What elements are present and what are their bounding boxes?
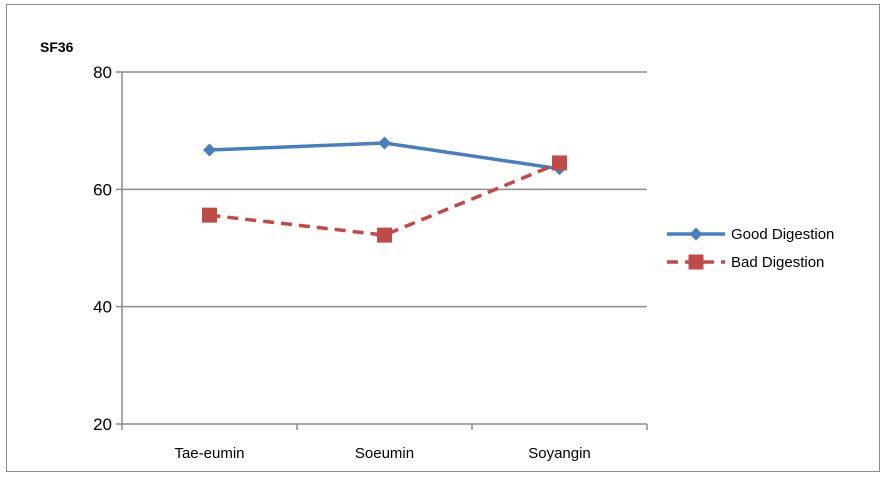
data-point-marker <box>203 143 216 157</box>
x-tick-label: Soyangin <box>528 445 591 462</box>
x-tick-labels: Tae-eumin Soeumin Soyangin <box>174 445 590 462</box>
legend-label: Good Digestion <box>731 226 834 243</box>
chart-frame <box>6 4 880 472</box>
axes <box>121 72 647 425</box>
y-axis-label: SF36 <box>40 39 74 55</box>
y-tick-label: 40 <box>93 298 112 317</box>
series-line <box>209 161 561 237</box>
x-tick-label: Soeumin <box>355 445 414 462</box>
y-tick-labels: 20 40 60 80 <box>93 63 112 434</box>
data-point-marker <box>202 207 217 223</box>
series-group <box>202 136 567 243</box>
data-point-marker <box>377 227 392 243</box>
data-point-marker <box>378 136 391 150</box>
y-tick-label: 60 <box>93 180 112 199</box>
y-tick-label: 80 <box>93 63 112 82</box>
x-tick-label: Tae-eumin <box>174 445 244 462</box>
legend: Good Digestion Bad Digestion <box>667 226 834 271</box>
legend-swatch-marker <box>688 254 704 270</box>
data-point-marker <box>552 155 567 171</box>
legend-swatch-marker <box>689 227 703 241</box>
legend-label: Bad Digestion <box>731 254 824 271</box>
y-tick-label: 20 <box>93 415 112 434</box>
gridlines <box>116 71 648 430</box>
